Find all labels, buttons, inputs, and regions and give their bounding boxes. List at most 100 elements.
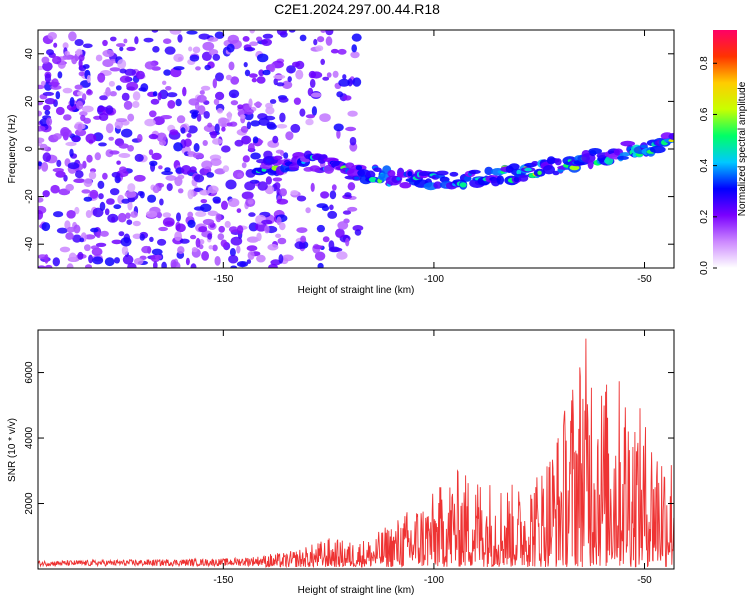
noise-cell — [104, 208, 110, 216]
noise-cell — [290, 123, 301, 133]
noise-cell — [42, 61, 53, 72]
noise-cell — [217, 233, 225, 241]
noise-cell — [119, 46, 124, 52]
noise-cell — [347, 182, 356, 191]
noise-cell — [124, 190, 137, 198]
noise-cell — [62, 42, 69, 50]
noise-cell — [189, 54, 200, 62]
noise-cell — [154, 254, 162, 260]
snr-series-line — [38, 338, 674, 569]
noise-cell — [206, 172, 215, 178]
noise-cell — [188, 46, 193, 52]
noise-cell — [269, 99, 277, 104]
ridge-core-cell — [459, 182, 467, 188]
noise-cell — [347, 110, 358, 117]
snr-ticks: -150 -100 -50 2000 4000 6000 — [24, 330, 674, 586]
noise-cell — [111, 216, 116, 223]
noise-cell — [110, 36, 117, 42]
noise-cell — [309, 78, 316, 88]
noise-cell — [337, 48, 347, 55]
noise-cell — [97, 72, 106, 83]
noise-cell — [192, 152, 204, 159]
noise-cell — [41, 162, 49, 172]
noise-cell — [38, 125, 46, 132]
noise-cell — [148, 149, 154, 156]
noise-cell — [230, 100, 239, 106]
noise-cell — [38, 210, 44, 220]
noise-cell — [200, 199, 208, 204]
noise-cell — [352, 77, 362, 87]
noise-cell — [38, 161, 43, 167]
noise-cell — [198, 33, 211, 40]
noise-cell — [149, 110, 157, 118]
noise-cell — [272, 135, 279, 144]
noise-cell — [294, 241, 306, 250]
noise-cell — [98, 193, 104, 200]
noise-cell — [78, 71, 85, 77]
noise-cell — [269, 63, 276, 73]
noise-cell — [207, 210, 218, 217]
noise-cell — [126, 46, 136, 52]
ridge-cell — [554, 158, 562, 166]
noise-cell — [144, 61, 156, 70]
noise-cell — [127, 113, 135, 122]
noise-cell — [352, 225, 364, 232]
noise-cell — [42, 190, 50, 198]
x-tick-label: -100 — [424, 274, 444, 285]
noise-cell — [250, 120, 261, 127]
ridge-cell — [468, 169, 481, 174]
noise-cell — [177, 188, 184, 194]
noise-cell — [74, 39, 84, 46]
noise-cell — [116, 43, 126, 48]
noise-cell — [67, 162, 80, 170]
noise-cell — [185, 257, 190, 266]
noise-cell — [227, 111, 232, 122]
noise-cell — [280, 150, 285, 157]
noise-cell — [51, 78, 59, 88]
noise-cell — [187, 219, 196, 228]
ridge-cell — [496, 175, 505, 185]
noise-cell — [159, 140, 167, 146]
noise-cell — [262, 69, 271, 76]
noise-cell — [295, 60, 305, 70]
noise-cell — [230, 236, 243, 246]
noise-cell — [116, 160, 121, 165]
ridge-cell — [433, 181, 443, 189]
noise-cell — [276, 124, 288, 129]
noise-cell — [215, 213, 222, 223]
noise-cell — [53, 42, 58, 48]
noise-cell — [239, 114, 246, 119]
noise-cell — [186, 133, 192, 138]
noise-cell — [39, 143, 48, 151]
noise-cell — [204, 64, 211, 71]
noise-cell — [299, 34, 307, 42]
noise-cell — [215, 91, 225, 101]
noise-cell — [66, 263, 74, 268]
noise-cell — [144, 118, 156, 127]
noise-cell — [203, 111, 210, 119]
noise-cell — [53, 211, 64, 218]
noise-cell — [117, 212, 127, 223]
noise-cell — [246, 121, 251, 130]
noise-cell — [212, 78, 217, 89]
noise-cell — [108, 136, 114, 141]
noise-cell — [55, 170, 66, 178]
ridge-core-cell — [407, 171, 413, 177]
noise-cell — [272, 177, 283, 182]
noise-cell — [165, 175, 177, 181]
noise-cell — [236, 245, 241, 254]
noise-cell — [290, 190, 299, 196]
noise-cell — [119, 75, 131, 83]
noise-cell — [133, 174, 146, 182]
noise-cell — [100, 230, 109, 237]
noise-cell — [296, 195, 307, 202]
noise-cell — [247, 199, 254, 205]
noise-cell — [246, 236, 259, 243]
noise-cell — [337, 221, 349, 230]
noise-cell — [77, 123, 83, 132]
noise-cell — [228, 61, 235, 71]
y-tick-label: -20 — [24, 189, 35, 204]
noise-cell — [156, 132, 167, 143]
noise-cell — [218, 225, 225, 233]
noise-cell — [118, 143, 129, 149]
